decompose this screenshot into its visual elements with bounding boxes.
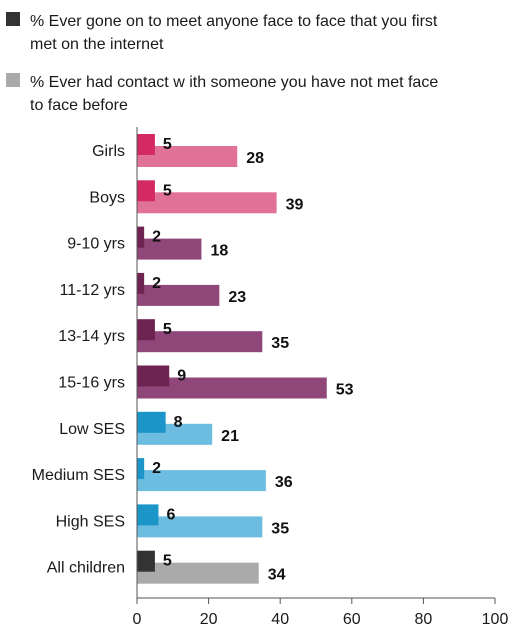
category-label: 11-12 yrs xyxy=(59,282,125,299)
data-label-meet: 5 xyxy=(163,321,172,338)
x-tick-label: 40 xyxy=(271,611,289,628)
data-labels: 5 28 5 39 2 18 2 23 5 35 9 53 8 21 2 36 6 35 5 34 xyxy=(152,136,353,584)
bar-meet xyxy=(137,365,170,387)
data-label-meet: 5 xyxy=(163,553,172,570)
data-label-contact: 35 xyxy=(271,335,289,352)
bar-contact xyxy=(137,192,277,214)
bar-contact xyxy=(137,284,220,306)
data-label-contact: 53 xyxy=(336,382,354,399)
bar-meet xyxy=(137,272,145,294)
data-label-meet: 2 xyxy=(152,460,161,477)
data-label-contact: 34 xyxy=(268,567,286,584)
legend-label-1-0: % Ever had contact w ith someone you hav… xyxy=(30,74,438,91)
x-tick-label: 80 xyxy=(415,611,433,628)
bar-meet xyxy=(137,319,155,341)
data-label-contact: 35 xyxy=(271,520,289,537)
category-label: 13-14 yrs xyxy=(58,328,125,345)
x-axis: 0 20 40 60 80 100 xyxy=(133,127,509,628)
bar-meet xyxy=(137,458,145,480)
data-label-meet: 6 xyxy=(166,506,175,523)
bar-meet xyxy=(137,550,155,572)
bar-contact xyxy=(137,470,266,492)
legend-label-0-1: met on the internet xyxy=(30,36,164,53)
x-tick-label: 60 xyxy=(343,611,361,628)
category-label: 9-10 yrs xyxy=(67,236,125,253)
bar-meet xyxy=(137,226,145,248)
data-label-contact: 23 xyxy=(228,289,246,306)
data-label-meet: 5 xyxy=(163,182,172,199)
data-label-meet: 9 xyxy=(177,368,186,385)
bar-contact xyxy=(137,377,327,399)
category-labels: Girls Boys 9-10 yrs 11-12 yrs 13-14 yrs 15-16… xyxy=(32,143,125,577)
x-tick-label: 0 xyxy=(133,611,142,628)
bar-meet xyxy=(137,134,155,155)
data-label-meet: 2 xyxy=(152,275,161,292)
bar-meet xyxy=(137,504,159,526)
data-label-meet: 8 xyxy=(174,414,183,431)
legend-label-0-0: % Ever gone on to meet anyone face to fa… xyxy=(30,13,438,30)
category-label: Medium SES xyxy=(32,467,125,484)
data-label-meet: 5 xyxy=(163,136,172,153)
category-label: High SES xyxy=(56,513,125,530)
category-label: All children xyxy=(47,560,125,577)
bar-contact xyxy=(137,562,259,584)
x-tick-label: 20 xyxy=(200,611,218,628)
category-label: Boys xyxy=(89,189,125,206)
data-label-contact: 18 xyxy=(210,243,228,260)
data-label-contact: 36 xyxy=(275,474,293,491)
bar-contact xyxy=(137,331,263,353)
bar-contact xyxy=(137,516,263,538)
category-label: 15-16 yrs xyxy=(58,375,125,392)
legend-label-1-1: to face before xyxy=(30,97,128,114)
bar-contact xyxy=(137,238,202,260)
legend-swatch-0 xyxy=(6,12,20,26)
bar-meet xyxy=(137,411,166,433)
data-label-contact: 39 xyxy=(286,196,304,213)
category-label: Low SES xyxy=(59,421,125,438)
category-label: Girls xyxy=(92,143,125,160)
bar-contact xyxy=(137,146,238,167)
legend-swatch-1 xyxy=(6,73,20,87)
data-label-contact: 28 xyxy=(246,150,264,167)
x-tick-label: 100 xyxy=(482,611,509,628)
data-label-meet: 2 xyxy=(152,229,161,246)
data-label-contact: 21 xyxy=(221,428,239,445)
bar-meet xyxy=(137,180,155,202)
legend: % Ever gone on to meet anyone face to fa… xyxy=(6,12,438,114)
bars xyxy=(137,134,327,584)
